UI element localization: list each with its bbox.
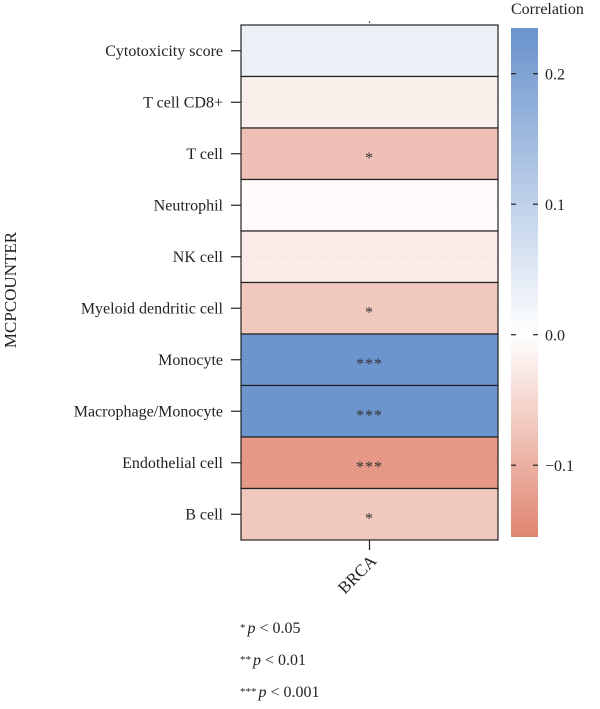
row-labels: Cytotoxicity score T cell CD8+ T cell Neutr… [74,43,241,523]
y-axis-title: MCPCOUNTER [1,231,20,348]
row-label: Endothelial cell [122,455,223,472]
heatmap-cell [240,230,499,284]
colorbar-tick-label: −0.1 [545,458,574,475]
row-label: T cell [186,146,223,163]
note-text: < 0.001 [266,684,320,701]
note-p001: ** p < 0.01 [240,644,440,676]
colorbar-title: Correlation [511,1,584,18]
heatmap-cell [240,24,499,78]
heatmap-cell [240,281,499,335]
heatmap-cell [240,127,499,181]
significance-mark: *** [356,407,383,424]
colorbar-tick-label: 0.1 [545,197,565,214]
heatmap-cell [240,75,499,129]
note-stars: *** [240,686,257,698]
row-label: NK cell [173,249,224,266]
row-label: Myeloid dendritic cell [81,300,224,317]
x-axis: BRCA [334,540,381,598]
note-stars: * [240,622,246,634]
significance-mark: * [365,150,374,167]
x-tick-label: BRCA [334,551,381,598]
significance-legend: * p < 0.05 ** p < 0.01 *** p < 0.001 [240,612,440,708]
row-label: Monocyte [158,352,223,369]
significance-mark: * [365,510,374,527]
row-label: B cell [185,506,223,523]
significance-mark: * [365,304,374,321]
colorbar-gradient [511,28,538,537]
note-p005: * p < 0.05 [240,612,440,644]
row-label: Macrophage/Monocyte [74,403,223,420]
significance-marks: ************ [356,150,383,528]
note-p0001: *** p < 0.001 [240,676,440,708]
note-p-symbol: p [258,684,267,701]
note-text: < 0.05 [255,620,301,637]
heatmap-cell [240,487,499,541]
row-label: Neutrophil [154,197,224,214]
colorbar-tick-label: 0.2 [545,67,565,84]
heatmap-cells [240,21,499,541]
colorbar-tick-label: 0.0 [545,328,565,345]
significance-mark: *** [356,459,383,476]
note-p-symbol: p [253,652,261,669]
row-label: Cytotoxicity score [105,43,223,60]
note-p-symbol: p [247,620,256,637]
note-stars: ** [240,654,251,666]
note-text: < 0.01 [261,652,307,669]
colorbar: 0.2 0.1 0.0 −0.1 [511,28,574,537]
heatmap-cell [240,178,499,232]
row-label: T cell CD8+ [143,94,223,111]
significance-mark: *** [356,356,383,373]
